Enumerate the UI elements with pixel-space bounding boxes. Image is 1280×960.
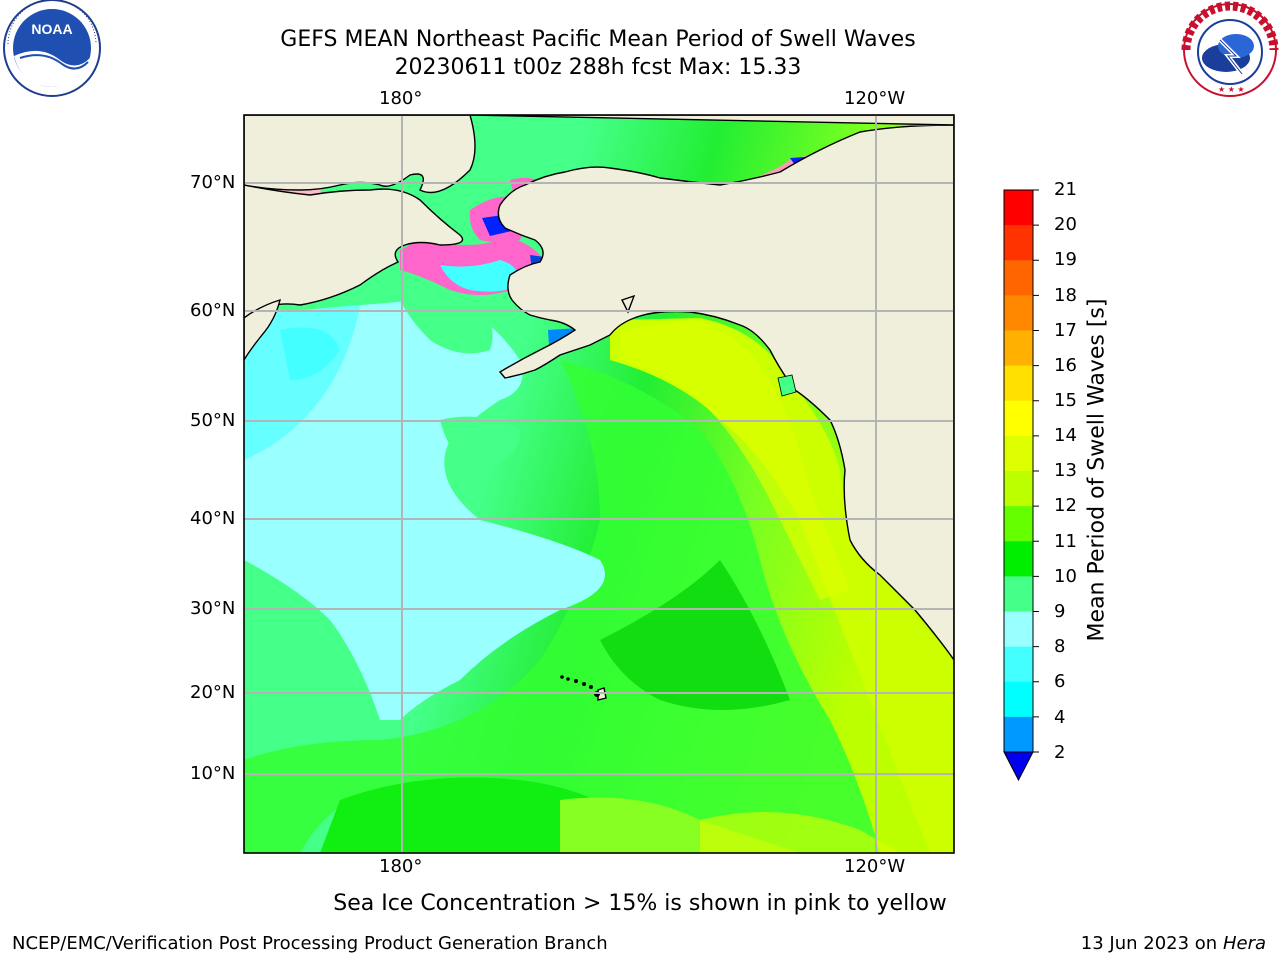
noaa-logo: NOAA <box>3 0 101 97</box>
lat-label-70n: 70°N <box>190 172 236 193</box>
lat-label-50n: 50°N <box>190 410 236 431</box>
lat-label-60n: 60°N <box>190 300 236 321</box>
colorbar-title: Mean Period of Swell Waves [s] <box>1084 298 1110 642</box>
colorbar-tick-label: 12 <box>1054 495 1077 516</box>
colorbar-tick-label: 6 <box>1054 671 1066 692</box>
colorbar-segment <box>1004 260 1033 296</box>
colorbar-frame <box>1003 189 1034 752</box>
graticule <box>244 115 954 853</box>
lon-label-top-180: 180° <box>379 88 423 109</box>
colorbar-segment <box>1004 190 1033 226</box>
colorbar-tick-label: 2 <box>1054 742 1066 763</box>
lon-label-top-120w: 120°W <box>844 88 906 109</box>
colorbar-segment <box>1004 330 1033 367</box>
colorbar-tick-label: 16 <box>1054 355 1077 376</box>
colorbar-segment <box>1004 506 1033 542</box>
sea-ice-footnote: Sea Ice Concentration > 15% is shown in … <box>333 891 947 916</box>
green-band <box>244 360 880 853</box>
colorbar-tick-label: 9 <box>1054 601 1066 622</box>
chart-subtitle: 20230611 t00z 288h fcst Max: 15.33 <box>394 55 802 80</box>
colorbar-tick-label: 18 <box>1054 285 1077 306</box>
lat-label-20n: 20°N <box>190 682 236 703</box>
colorbar-segment <box>1004 471 1033 507</box>
colorbar-tick-label: 14 <box>1054 425 1077 446</box>
field-layer <box>244 115 954 853</box>
lat-label-40n: 40°N <box>190 508 236 529</box>
cyan-region <box>244 300 605 720</box>
colorbar <box>1003 189 1039 782</box>
nws-logo: ★ ★ ★ <box>1181 1 1279 97</box>
svg-text:NOAA: NOAA <box>31 21 72 37</box>
credit-date: 13 Jun 2023 on Hera <box>1081 933 1266 954</box>
colorbar-tick-label: 15 <box>1054 390 1077 411</box>
colorbar-segment <box>1004 611 1033 648</box>
colorbar-segment <box>1004 365 1033 402</box>
colorbar-segment <box>1004 681 1033 718</box>
colorbar-segment <box>1004 646 1033 683</box>
colorbar-segment <box>1004 541 1033 577</box>
svg-text:★ ★ ★: ★ ★ ★ <box>1218 85 1245 94</box>
lat-label-30n: 30°N <box>190 598 236 619</box>
colorbar-segment <box>1004 435 1033 472</box>
lat-label-10n: 10°N <box>190 763 236 784</box>
lon-label-bottom-120w: 120°W <box>844 856 906 877</box>
chart-title: GEFS MEAN Northeast Pacific Mean Period … <box>280 27 916 52</box>
credit-branch: NCEP/EMC/Verification Post Processing Pr… <box>12 933 608 954</box>
colorbar-extend-arrow <box>1003 751 1034 782</box>
colorbar-tick-label: 8 <box>1054 636 1066 657</box>
map-frame <box>243 114 955 854</box>
colorbar-tick-label: 17 <box>1054 320 1077 341</box>
colorbar-tick-label: 11 <box>1054 531 1077 552</box>
credit-date-text: 13 Jun 2023 on <box>1080 933 1218 954</box>
colorbar-tick-label: 19 <box>1054 249 1077 270</box>
colorbar-tick-label: 4 <box>1054 707 1066 728</box>
colorbar-segment <box>1004 400 1033 437</box>
land-layer <box>244 115 954 701</box>
colorbar-segment <box>1004 716 1033 753</box>
colorbar-segment <box>1004 295 1033 331</box>
colorbar-tick-label: 20 <box>1054 214 1077 235</box>
credit-host: Hera <box>1222 933 1266 954</box>
colorbar-segment <box>1004 576 1033 612</box>
colorbar-tick-label: 13 <box>1054 460 1077 481</box>
colorbar-tick-label: 10 <box>1054 566 1077 587</box>
colorbar-tick-label: 21 <box>1054 179 1077 200</box>
lon-label-bottom-180: 180° <box>379 856 423 877</box>
colorbar-segment <box>1004 225 1033 261</box>
